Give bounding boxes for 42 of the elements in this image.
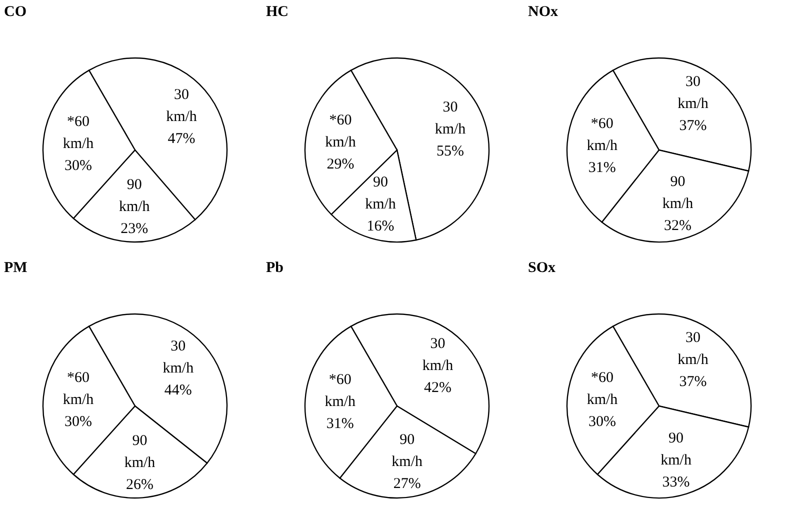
slice-label: 90 km/h <box>392 432 424 470</box>
slice-label: 30 km/h <box>434 100 466 138</box>
slice-label: *60 km/h <box>62 114 94 152</box>
slice-label: 30 km/h <box>678 74 709 112</box>
slice-label: 30 km/h <box>166 86 198 125</box>
data-label: 31% <box>326 416 354 432</box>
data-label: 30% <box>588 414 616 430</box>
slice-label: 90 km/h <box>660 430 692 468</box>
data-label: 26% <box>126 476 154 493</box>
data-label: 55% <box>436 144 464 160</box>
chart-title: PM <box>4 260 28 277</box>
data-label: 30% <box>64 414 92 430</box>
slice-label: *60 km/h <box>62 370 94 408</box>
slice-label: 30 km/h <box>162 338 194 377</box>
chart-title: CO <box>4 4 26 21</box>
data-label: 33% <box>662 474 690 490</box>
data-label: 29% <box>326 156 354 172</box>
data-label: 27% <box>393 476 421 492</box>
slice-label: *60 km/h <box>325 112 356 150</box>
data-label: 44% <box>164 382 192 399</box>
data-label: 23% <box>120 221 148 238</box>
chart-title: SOx <box>528 260 556 277</box>
chart-title: Pb <box>266 260 284 277</box>
slice-label: 30 km/h <box>422 336 454 374</box>
data-label: 16% <box>366 218 394 235</box>
data-label: 37% <box>679 374 707 390</box>
chart-title: HC <box>266 4 288 21</box>
slice-label: *60 km/h <box>324 372 356 410</box>
slice-label: 90 km/h <box>118 177 150 216</box>
slice-label: 30 km/h <box>678 330 709 368</box>
data-label: 32% <box>664 218 692 234</box>
slice-label: 90 km/h <box>124 432 156 471</box>
slice-label: *60 km/h <box>586 370 618 408</box>
data-label: 30% <box>64 158 92 174</box>
data-label: 42% <box>424 380 452 396</box>
slice-label: 90 km/h <box>662 174 694 212</box>
chart-title: NOx <box>528 4 558 21</box>
slice-label: 90 km/h <box>365 174 396 213</box>
slice-label: *60 km/h <box>586 116 618 154</box>
data-label: 31% <box>588 160 616 176</box>
data-label: 47% <box>168 130 196 147</box>
data-label: 37% <box>679 118 707 134</box>
